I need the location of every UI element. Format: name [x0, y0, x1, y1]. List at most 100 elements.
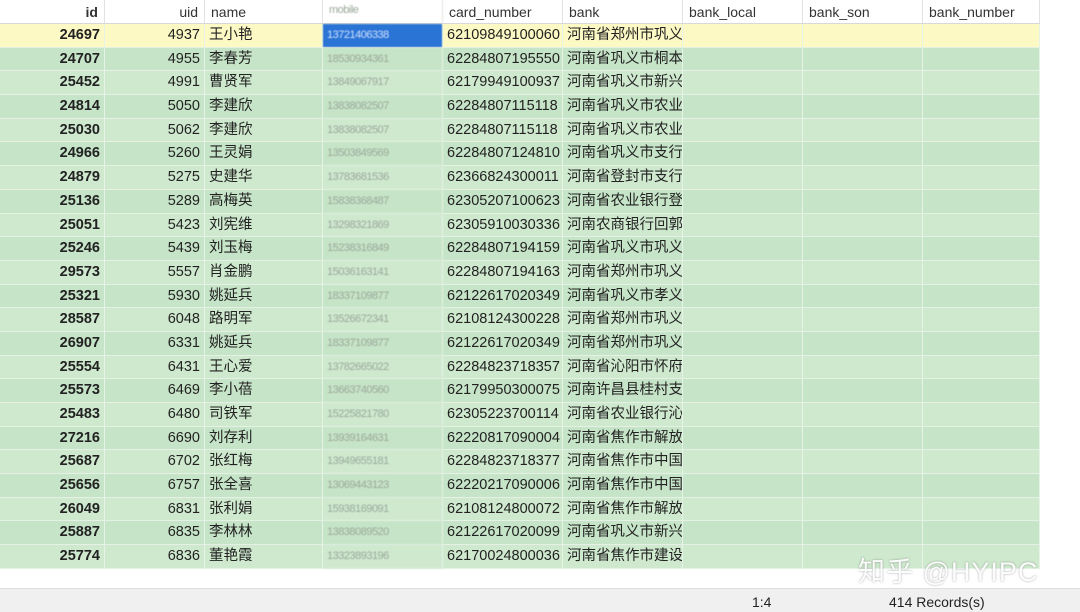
cell-mobile[interactable]: 13838082507	[323, 95, 443, 119]
cell-bank-number[interactable]	[923, 284, 1040, 309]
cell-bank[interactable]: 河南省巩义市孝义	[563, 284, 683, 309]
cell-bank-number[interactable]	[923, 403, 1040, 427]
cell-bank-son[interactable]	[803, 403, 923, 427]
cell-card-number[interactable]: 62108124300228	[443, 308, 563, 332]
cell-bank-number[interactable]	[923, 118, 1040, 143]
cell-uid[interactable]: 5062	[105, 118, 205, 143]
cell-mobile[interactable]: 13939164631	[323, 426, 443, 451]
cell-name[interactable]: 肖金鹏	[205, 260, 323, 285]
cell-id[interactable]: 25051	[0, 213, 105, 238]
cell-uid[interactable]: 6690	[105, 426, 205, 451]
cell-uid[interactable]: 6469	[105, 379, 205, 403]
cell-name[interactable]: 李林林	[205, 521, 323, 546]
cell-name[interactable]: 王心爱	[205, 355, 323, 380]
cell-uid[interactable]: 6757	[105, 474, 205, 498]
cell-uid[interactable]: 5557	[105, 260, 205, 285]
table-row[interactable]: 25051 5423 刘宪维 13298321869 62305910030336 河南农…	[0, 213, 1040, 238]
cell-uid[interactable]: 6702	[105, 450, 205, 475]
column-header-bank-son[interactable]: bank_son	[803, 0, 923, 23]
cell-id[interactable]: 25554	[0, 355, 105, 380]
cell-bank-number[interactable]	[923, 545, 1040, 569]
cell-bank-number[interactable]	[923, 213, 1040, 238]
cell-card-number[interactable]: 62305223700114	[443, 403, 563, 427]
cell-name[interactable]: 张全喜	[205, 474, 323, 498]
cell-bank[interactable]: 河南省郑州市巩义	[563, 260, 683, 285]
column-header-bank[interactable]: bank	[563, 0, 683, 23]
table-row[interactable]: 24879 5275 史建华 13783681536 62366824300011 河南省…	[0, 166, 1040, 190]
cell-id[interactable]: 25246	[0, 237, 105, 261]
cell-card-number[interactable]: 62122617020099	[443, 521, 563, 546]
cell-uid[interactable]: 5289	[105, 189, 205, 214]
cell-bank-local[interactable]	[683, 355, 803, 380]
cell-uid[interactable]: 6836	[105, 545, 205, 569]
cell-bank[interactable]: 河南省焦作市中国	[563, 450, 683, 475]
cell-bank[interactable]: 河南省巩义市支行	[563, 142, 683, 167]
cell-bank-local[interactable]	[683, 260, 803, 285]
cell-bank-number[interactable]	[923, 24, 1040, 48]
cell-bank[interactable]: 河南省农业银行登	[563, 189, 683, 214]
cell-name[interactable]: 史建华	[205, 166, 323, 190]
cell-bank-number[interactable]	[923, 355, 1040, 380]
cell-id[interactable]: 24707	[0, 47, 105, 72]
cell-name[interactable]: 李春芳	[205, 47, 323, 72]
table-row[interactable]: 24697 4937 王小艳 13721406338 62109849100060 河南省…	[0, 24, 1040, 48]
cell-uid[interactable]: 5275	[105, 166, 205, 190]
table-row[interactable]: 24966 5260 王灵娟 13503849569 62284807124810 河南省…	[0, 142, 1040, 167]
cell-bank-son[interactable]	[803, 474, 923, 498]
table-row[interactable]: 25030 5062 李建欣 13838082507 62284807115118 河南省…	[0, 118, 1040, 143]
cell-bank[interactable]: 河南农商银行回郭	[563, 213, 683, 238]
cell-card-number[interactable]: 62366824300011	[443, 166, 563, 190]
cell-bank-local[interactable]	[683, 24, 803, 48]
table-row[interactable]: 25687 6702 张红梅 13949655181 62284823718377 河南省…	[0, 450, 1040, 475]
cell-bank[interactable]: 河南省巩义市新兴	[563, 71, 683, 96]
cell-card-number[interactable]: 62284823718377	[443, 450, 563, 475]
cell-bank-local[interactable]	[683, 284, 803, 309]
cell-id[interactable]: 25573	[0, 379, 105, 403]
table-row[interactable]: 25656 6757 张全喜 13069443123 62220217090006 河南省…	[0, 474, 1040, 498]
cell-bank-local[interactable]	[683, 331, 803, 356]
cell-name[interactable]: 张红梅	[205, 450, 323, 475]
cell-mobile[interactable]: 13838082507	[323, 118, 443, 143]
cell-bank-local[interactable]	[683, 166, 803, 190]
cell-bank-son[interactable]	[803, 545, 923, 569]
cell-uid[interactable]: 5423	[105, 213, 205, 238]
cell-mobile[interactable]: 13663740560	[323, 379, 443, 403]
cell-bank[interactable]: 河南省焦作市解放	[563, 497, 683, 522]
grid-body[interactable]: 24697 4937 王小艳 13721406338 62109849100060 河南省…	[0, 24, 1040, 569]
cell-bank-son[interactable]	[803, 497, 923, 522]
cell-bank-local[interactable]	[683, 213, 803, 238]
cell-bank-son[interactable]	[803, 189, 923, 214]
cell-bank-local[interactable]	[683, 403, 803, 427]
cell-card-number[interactable]: 62179950300075	[443, 379, 563, 403]
cell-id[interactable]: 25656	[0, 474, 105, 498]
cell-id[interactable]: 25136	[0, 189, 105, 214]
table-row[interactable]: 24707 4955 李春芳 18530934361 62284807195550 河南省…	[0, 47, 1040, 72]
cell-bank-local[interactable]	[683, 189, 803, 214]
cell-id[interactable]: 27216	[0, 426, 105, 451]
cell-uid[interactable]: 6831	[105, 497, 205, 522]
cell-bank-number[interactable]	[923, 166, 1040, 190]
cell-card-number[interactable]: 62305910030336	[443, 213, 563, 238]
cell-bank-son[interactable]	[803, 521, 923, 546]
cell-id[interactable]: 25887	[0, 521, 105, 546]
cell-uid[interactable]: 4937	[105, 24, 205, 48]
cell-name[interactable]: 刘宪维	[205, 213, 323, 238]
table-row[interactable]: 25483 6480 司铁军 15225821780 62305223700114 河南省…	[0, 403, 1040, 427]
cell-bank-local[interactable]	[683, 71, 803, 96]
cell-bank[interactable]: 河南省焦作市建设	[563, 545, 683, 569]
cell-bank-local[interactable]	[683, 379, 803, 403]
cell-bank-son[interactable]	[803, 284, 923, 309]
cell-name[interactable]: 高梅英	[205, 189, 323, 214]
data-grid[interactable]: id uid name mobile card_number bank bank_local…	[0, 0, 1040, 569]
cell-bank-son[interactable]	[803, 142, 923, 167]
cell-bank-local[interactable]	[683, 497, 803, 522]
cell-bank-number[interactable]	[923, 71, 1040, 96]
cell-bank-local[interactable]	[683, 142, 803, 167]
cell-mobile[interactable]: 13323893196	[323, 545, 443, 569]
cell-bank-son[interactable]	[803, 213, 923, 238]
cell-bank[interactable]: 河南省郑州市巩义	[563, 308, 683, 332]
table-row[interactable]: 25246 5439 刘玉梅 15238316849 62284807194159 河南省…	[0, 237, 1040, 261]
cell-bank[interactable]: 河南省焦作市解放	[563, 426, 683, 451]
table-row[interactable]: 24814 5050 李建欣 13838082507 62284807115118 河南省…	[0, 95, 1040, 119]
cell-uid[interactable]: 4955	[105, 47, 205, 72]
